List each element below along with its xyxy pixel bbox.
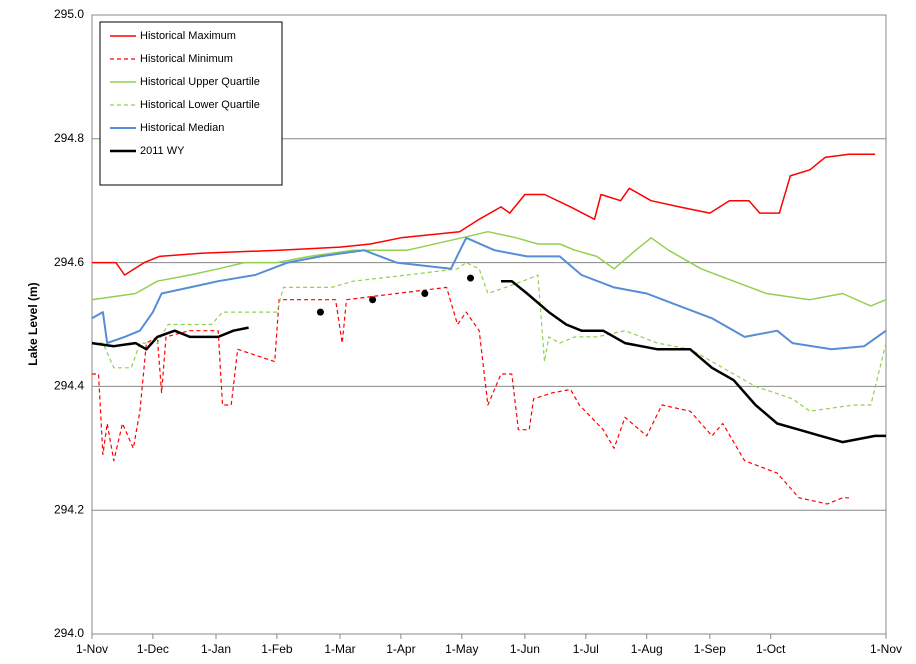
point [369,296,377,304]
y-tick-label: 294.6 [54,255,84,269]
series-line [92,262,887,412]
series-line [92,286,849,505]
legend-label: Historical Upper Quartile [140,76,260,88]
legend-label: Historical Lower Quartile [140,99,260,111]
series-line [91,230,887,307]
x-tick-label: 1-Oct [756,642,786,656]
x-tick-label: 1-May [445,642,478,656]
series-line [92,153,876,276]
y-tick-label: 294.4 [54,379,84,393]
x-tick-label: 1-Apr [386,642,415,656]
legend-label: Historical Minimum [140,53,233,65]
y-tick-label: 294.0 [54,626,84,640]
x-tick-label: 1-Nov [870,642,902,656]
point [467,274,475,282]
point [421,290,429,298]
point [316,308,324,316]
x-tick-label: 1-Jan [201,642,231,656]
legend-label: Historical Median [140,122,224,134]
y-axis-label: Lake Level (m) [26,282,40,365]
plot-border [91,14,887,635]
x-tick-label: 1-Dec [137,642,169,656]
x-tick-label: 1-Aug [631,642,663,656]
x-tick-label: 1-Jun [510,642,540,656]
legend-box [99,21,283,186]
series-line [91,279,886,444]
series-line [91,236,887,351]
x-tick-label: 1-Mar [324,642,355,656]
x-tick-label: 1-Feb [261,642,293,656]
y-tick-label: 294.8 [54,131,84,145]
y-tick-label: 294.2 [54,502,84,516]
y-tick-label: 295.0 [54,7,84,21]
x-tick-label: 1-Nov [76,642,108,656]
x-tick-label: 1-Sep [694,642,726,656]
x-tick-label: 1-Jul [573,642,599,656]
legend-label: 2011 WY [140,145,185,157]
legend-label: Historical Maximum [140,30,236,42]
